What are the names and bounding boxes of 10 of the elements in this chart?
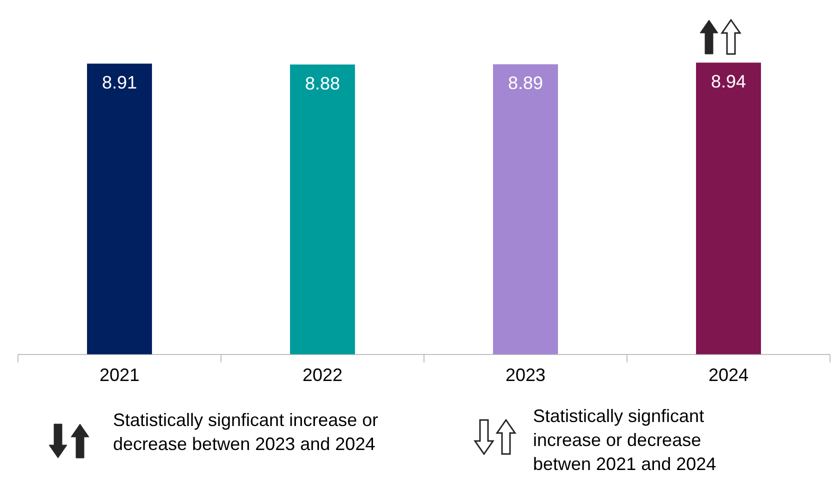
x-tick-label: 2022 <box>302 365 343 386</box>
x-tick-label: 2023 <box>505 365 546 386</box>
text: Statistically signficant increase or decrease betwen 2021 and 2024 <box>533 405 718 476</box>
text: Statistically signficant increase or decrease betwen 2023 and 2024 <box>113 409 380 456</box>
data-label: 8.91 <box>102 72 138 93</box>
x-tick-label: 2021 <box>99 365 140 386</box>
data-label: 8.88 <box>304 74 340 94</box>
data-label: 8.94 <box>710 72 746 92</box>
data-label: 8.89 <box>508 73 544 94</box>
x-tick-label: 2024 <box>708 365 749 386</box>
